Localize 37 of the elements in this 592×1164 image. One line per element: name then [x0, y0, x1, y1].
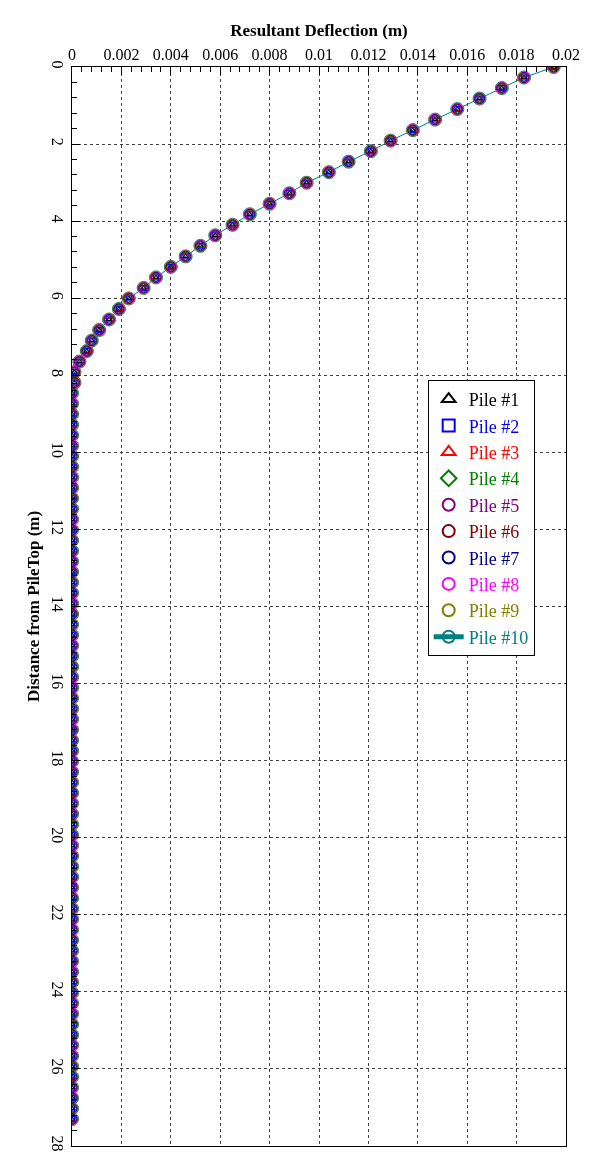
x-tick-label: 0.01 — [305, 45, 333, 63]
y-tick-label: 2 — [48, 137, 66, 146]
legend-label: Pile #8 — [468, 574, 520, 595]
legend-label: Pile #7 — [468, 548, 520, 569]
legend-label: Pile #10 — [468, 627, 529, 648]
y-tick-label: 28 — [48, 1135, 66, 1152]
y-tick-label: 14 — [48, 596, 66, 613]
y-tick-label: 0 — [48, 60, 66, 69]
legend-label: Pile #4 — [468, 469, 520, 490]
legend-label: Pile #9 — [468, 601, 520, 622]
y-tick-label: 8 — [48, 368, 66, 377]
y-tick-label: 12 — [48, 519, 66, 536]
y-axis-title: Distance from PileTop (m) — [24, 510, 44, 703]
legend-label: Pile #2 — [468, 416, 520, 437]
x-axis-title: Resultant Deflection (m) — [230, 21, 408, 41]
y-tick-label: 4 — [48, 214, 66, 223]
y-tick-label: 10 — [48, 441, 66, 458]
y-tick-label: 22 — [48, 904, 66, 921]
y-tick-label: 6 — [48, 291, 66, 300]
x-tick-label: 0.02 — [552, 45, 580, 63]
legend-label: Pile #6 — [468, 522, 520, 543]
legend-label: Pile #3 — [468, 442, 520, 463]
legend-label: Pile #1 — [468, 390, 520, 411]
y-tick-label: 24 — [48, 981, 66, 998]
x-tick-label: 0.008 — [251, 45, 288, 63]
legend-label: Pile #5 — [468, 495, 520, 516]
x-tick-label: 0.018 — [498, 45, 535, 63]
x-tick-label: 0.014 — [399, 45, 436, 63]
y-tick-label: 20 — [48, 827, 66, 844]
x-tick-label: 0.004 — [152, 45, 189, 63]
x-tick-label: 0.002 — [103, 45, 140, 63]
y-tick-label: 18 — [48, 750, 66, 767]
x-tick-label: 0.016 — [449, 45, 486, 63]
y-tick-label: 16 — [48, 673, 66, 690]
y-tick-label: 26 — [48, 1058, 66, 1075]
x-tick-label: 0.012 — [350, 45, 387, 63]
x-tick-label: 0.006 — [202, 45, 239, 63]
